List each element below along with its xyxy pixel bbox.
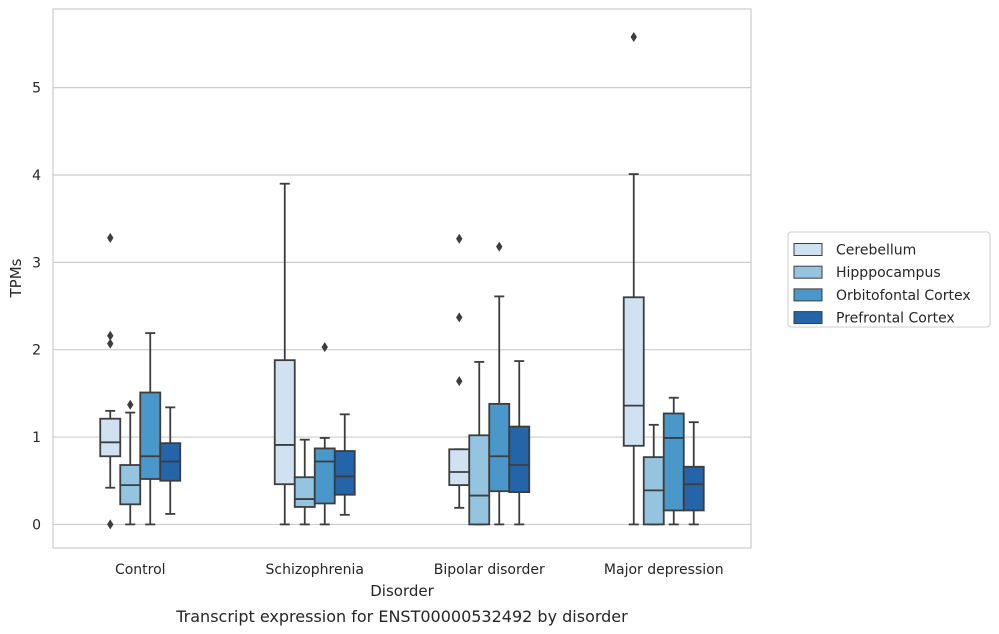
box-iqr [333, 450, 356, 496]
outlier-marker [321, 342, 328, 353]
y-tick-label: 1 [32, 430, 41, 446]
outlier-marker [107, 232, 114, 243]
y-tick-label: 0 [32, 517, 41, 533]
legend-swatch [793, 265, 823, 279]
y-axis-ticks: 0 1 2 3 4 5 [32, 81, 41, 534]
legend-label: Prefrontal Cortex [836, 311, 955, 327]
outlier-marker [127, 399, 134, 410]
series-orbitofontal-cortex [139, 241, 685, 526]
box-iqr [99, 417, 122, 458]
y-gridlines [53, 87, 751, 526]
x-tick-label: Schizophrenia [266, 562, 364, 578]
series-cerebellum [99, 31, 645, 530]
box-major-depression [662, 396, 685, 526]
legend-label: Orbitofontal Cortex [836, 288, 971, 304]
y-axis-label: TPMs [7, 258, 25, 298]
box-iqr [293, 476, 316, 508]
box-iqr [313, 447, 336, 505]
box-control [159, 406, 182, 515]
legend-swatch [793, 311, 823, 325]
y-tick-label: 2 [32, 343, 41, 359]
series-prefrontal-cortex [159, 360, 705, 526]
box-iqr [662, 412, 685, 512]
plot-area-frame [52, 8, 752, 549]
box-bipolar-disorder [508, 360, 531, 526]
outlier-marker [456, 376, 463, 387]
x-tick-label: Major depression [604, 562, 724, 578]
y-tick-label: 3 [32, 255, 41, 271]
box-series-group [99, 31, 705, 530]
box-iqr [508, 425, 531, 493]
outlier-marker [107, 338, 114, 349]
box-iqr [468, 434, 491, 526]
legend: Cerebellum Hipppocampus Orbitofontal Corte… [787, 231, 991, 328]
box-control [119, 399, 142, 526]
outlier-marker [456, 312, 463, 323]
box-iqr [273, 359, 296, 486]
outlier-marker [496, 241, 503, 252]
box-major-depression [622, 31, 645, 526]
box-bipolar-disorder [488, 241, 511, 526]
box-iqr [622, 296, 645, 447]
legend-label: Hipppocampus [836, 265, 941, 281]
outlier-marker [456, 233, 463, 244]
box-schizophrenia [313, 342, 336, 526]
legend-swatch [793, 243, 823, 256]
series-hipppocampus [119, 361, 665, 526]
y-tick-label: 4 [32, 168, 41, 184]
x-axis-ticks: Control Schizophrenia Bipolar disorder Majo… [115, 562, 724, 578]
box-control [139, 332, 162, 526]
x-tick-label: Bipolar disorder [434, 562, 545, 578]
outlier-marker [107, 519, 114, 530]
box-major-depression [682, 421, 705, 526]
x-tick-label: Control [115, 562, 166, 578]
legend-swatch [793, 288, 823, 302]
box-schizophrenia [333, 413, 356, 516]
y-tick-label: 5 [32, 81, 41, 97]
box-iqr [488, 402, 511, 493]
outlier-marker [107, 330, 114, 341]
legend-label: Cerebellum [836, 243, 916, 259]
x-axis-label: Disorder [370, 582, 434, 600]
box-control [99, 232, 122, 530]
outlier-marker [630, 31, 637, 42]
chart-caption: Transcript expression for ENST0000053249… [175, 607, 628, 626]
box-iqr [682, 465, 705, 512]
box-iqr [139, 391, 162, 480]
legend-box [787, 231, 991, 328]
box-iqr [448, 448, 471, 487]
box-schizophrenia [273, 182, 296, 526]
